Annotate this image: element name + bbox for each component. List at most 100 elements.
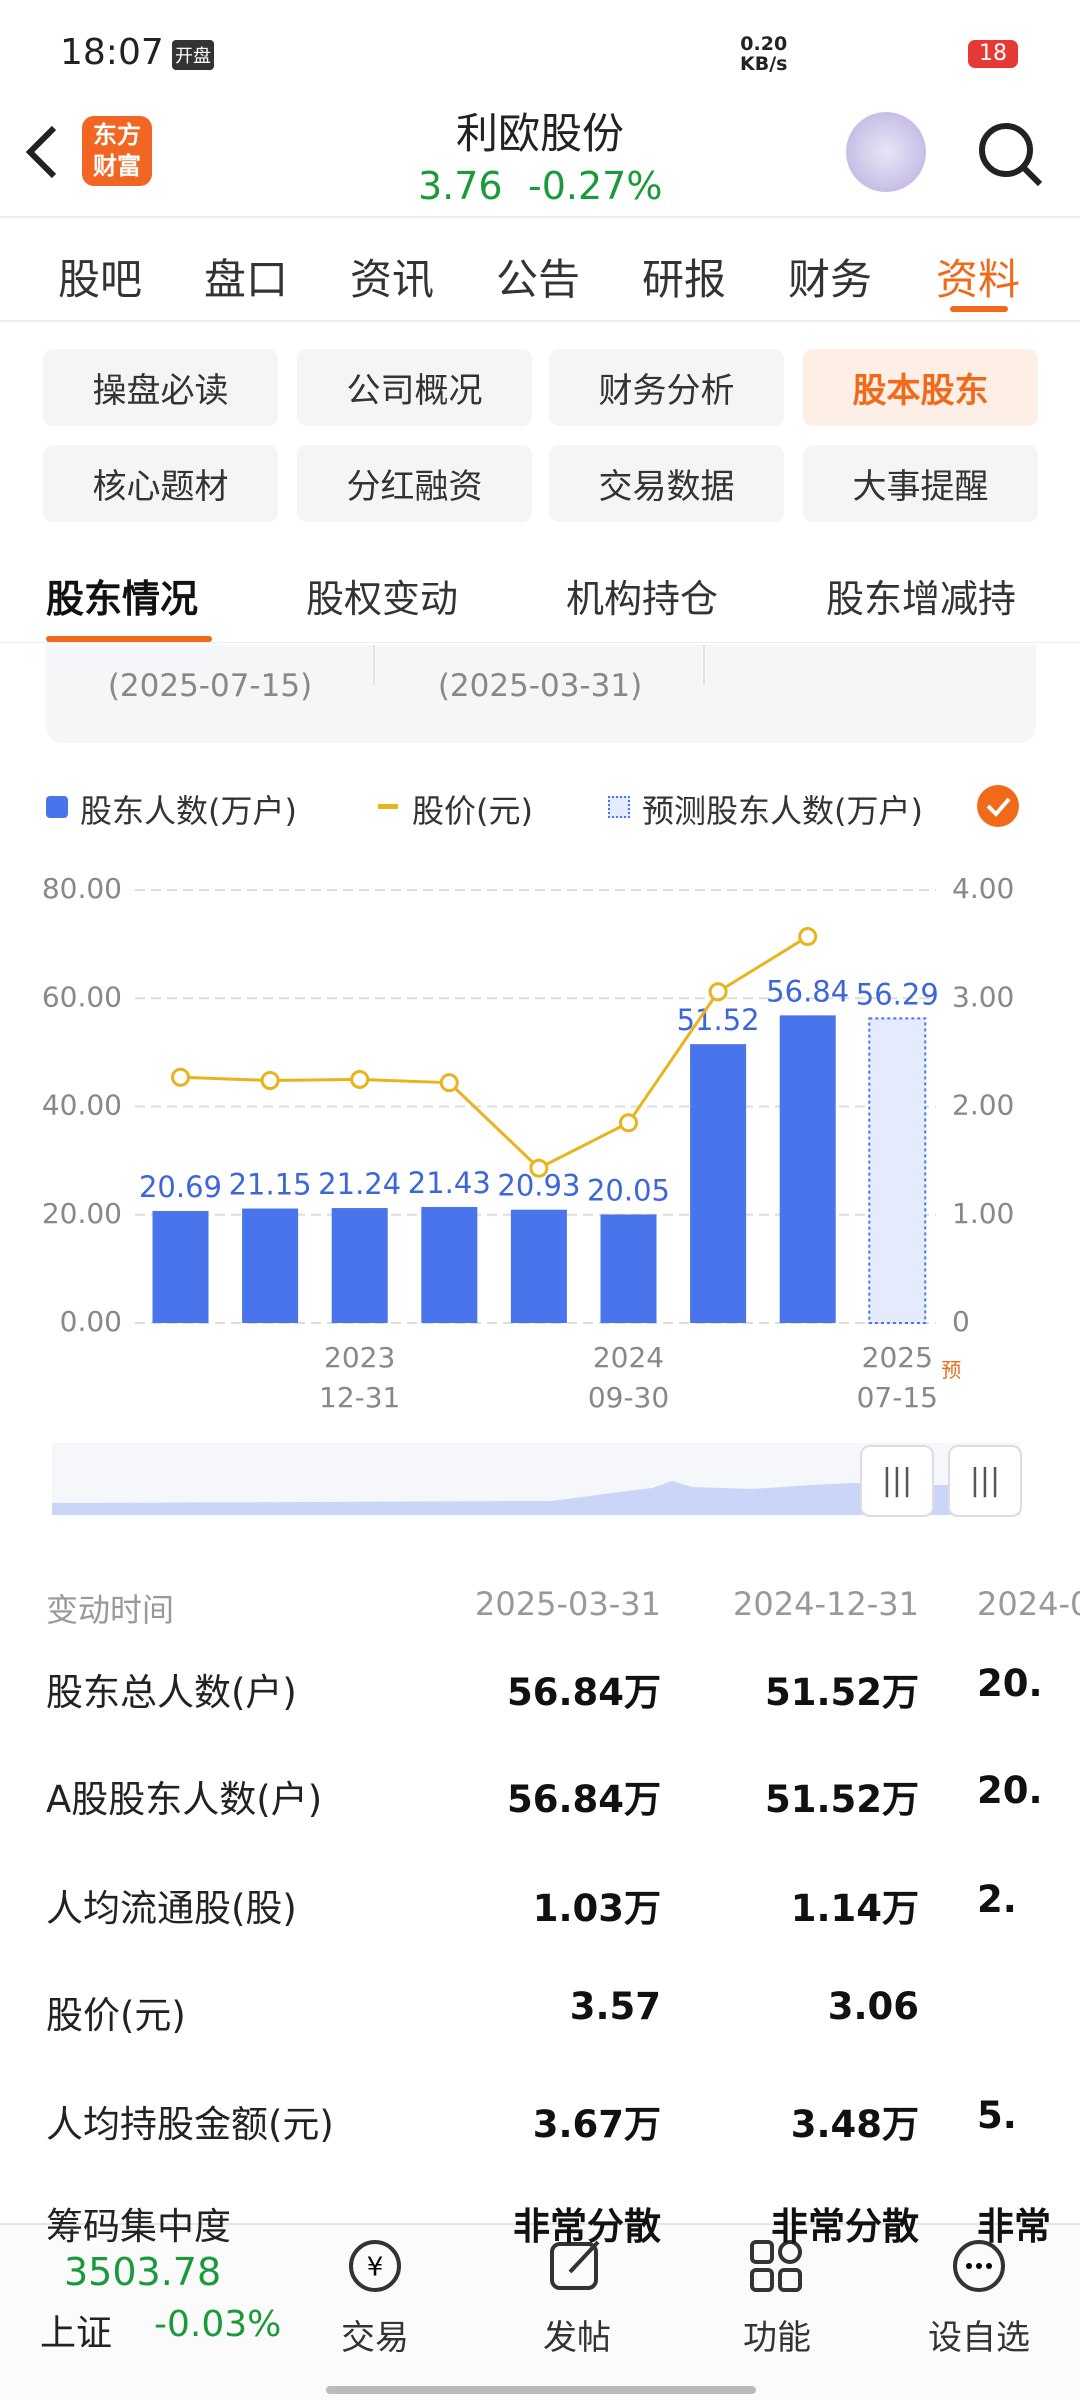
cell-value: 非常分散 (513, 2205, 661, 2248)
legend-label: 预测股东人数(万户) (642, 792, 923, 830)
sub-tab[interactable]: 财务分析 (549, 349, 784, 426)
tab[interactable]: 研报 (641, 255, 726, 304)
tab[interactable]: 股吧 (57, 255, 142, 304)
legend-toggle[interactable] (976, 784, 1020, 828)
market-badge: 开盘 (172, 40, 214, 70)
sub-tab[interactable]: 分红融资 (297, 445, 532, 522)
scroller-preview (52, 1481, 1020, 1515)
table-header: 2025-03-31 (475, 1585, 661, 1623)
section-tab[interactable]: 机构持仓 (566, 577, 719, 621)
bottom-bar (0, 2223, 1080, 2400)
bar (242, 1208, 299, 1323)
function-icon[interactable] (742, 2236, 812, 2296)
stock-name: 利欧股份 (455, 109, 624, 158)
price-point (798, 927, 818, 947)
chart: 0.00 20.00 40.00 60.00 80.00 0 1.00 2.00 3.00 4.0… (42, 872, 1015, 1338)
table-header: 2024-0 (977, 1585, 1080, 1623)
action-label[interactable]: 功能 (743, 2318, 811, 2358)
cell-value: 56.84万 (506, 1778, 661, 1821)
section-tab[interactable]: 股东增减持 (826, 577, 1017, 621)
price-point (619, 1113, 638, 1133)
tab[interactable]: 公告 (495, 255, 580, 304)
divider (0, 642, 1080, 643)
search-button[interactable] (974, 118, 1046, 190)
row-label: 筹码集中度 (46, 2205, 231, 2248)
sub-tab[interactable]: 核心题材 (43, 445, 278, 522)
tab-indicator (950, 306, 1008, 312)
app-logo[interactable]: 东方 财富 (82, 116, 152, 186)
action-label[interactable]: 发帖 (543, 2318, 611, 2358)
action-label[interactable]: 交易 (341, 2318, 409, 2358)
divider (373, 645, 375, 685)
stock-change: -0.27% (528, 164, 663, 208)
sub-tab[interactable]: 大事提醒 (803, 445, 1038, 522)
time: 18:07 (60, 32, 164, 73)
bar (690, 1044, 747, 1323)
bar (331, 1208, 388, 1323)
legend-swatch (608, 796, 630, 818)
back-button[interactable] (22, 122, 62, 182)
y2-tick-label: 4.00 (952, 872, 1014, 905)
bar (152, 1211, 209, 1323)
bar-value-label: 56.84 (766, 974, 849, 1008)
divider (703, 645, 705, 685)
row-label: A股股东人数(户) (46, 1778, 323, 1821)
index-value: 3503.78 (64, 2250, 222, 2294)
forecast-mark: 预 (941, 1358, 962, 1382)
legend-label: 股价(元) (412, 792, 533, 830)
sub-tab[interactable]: 操盘必读 (43, 349, 278, 426)
divider (0, 320, 1080, 322)
y-tick-label: 20.00 (42, 1197, 122, 1230)
y-tick-label: 40.00 (42, 1089, 122, 1122)
cell-value: 3.57 (569, 1985, 661, 2028)
trade-icon[interactable]: ¥ (340, 2236, 410, 2296)
cell-value: 20. (977, 1662, 1043, 1705)
bar (868, 1017, 927, 1324)
net-speed-value: 0.20 (740, 33, 788, 55)
bar (510, 1209, 567, 1323)
tab[interactable]: 资讯 (349, 255, 434, 304)
avatar[interactable] (846, 112, 926, 192)
svg-text:¥: ¥ (367, 2253, 384, 2283)
bar (779, 1015, 836, 1323)
price-point (260, 1071, 280, 1091)
row-label: 人均持股金额(元) (46, 2103, 334, 2146)
cell-value: 51.52万 (764, 1671, 919, 1714)
cell-value: 51.52万 (764, 1778, 919, 1821)
section-tab[interactable]: 股东情况 (46, 577, 199, 621)
price-point (708, 982, 728, 1002)
cell-value: 3.67万 (532, 2103, 661, 2146)
bar (421, 1207, 478, 1323)
price-point (350, 1069, 370, 1089)
stock-price: 3.76 (418, 164, 503, 208)
y-tick-label: 60.00 (42, 980, 122, 1013)
cell-value: 1.14万 (790, 1887, 919, 1930)
row-label: 人均流通股(股) (46, 1887, 297, 1930)
summary-date: (2025-07-15) (107, 668, 313, 704)
watchlist-icon[interactable] (944, 2236, 1014, 2296)
scroller-handle[interactable]: ||| (860, 1445, 934, 1517)
sub-tab[interactable]: 交易数据 (549, 445, 784, 522)
battery: 18 (968, 40, 1018, 68)
action-label[interactable]: 设自选 (928, 2318, 1030, 2358)
table-header: 变动时间 (46, 1591, 175, 1629)
bar-value-label: 21.43 (408, 1166, 491, 1200)
tab[interactable]: 财务 (787, 255, 872, 304)
scroller-handle[interactable]: ||| (948, 1445, 1022, 1517)
post-icon[interactable] (542, 2236, 612, 2296)
y2-tick-label: 2.00 (952, 1089, 1014, 1122)
section-tab[interactable]: 股权变动 (306, 577, 459, 621)
cell-value: 非常 (977, 2205, 1051, 2248)
table-header: 2024-12-31 (733, 1585, 919, 1623)
bar (600, 1214, 657, 1323)
tab[interactable]: 盘口 (203, 255, 288, 304)
sub-tab[interactable]: 股本股东 (803, 349, 1038, 426)
net-speed-unit: KB/s (740, 53, 788, 75)
logo-text: 东方 (93, 121, 141, 149)
y2-tick-label: 1.00 (952, 1197, 1014, 1230)
tab[interactable]: 资料 (935, 255, 1020, 304)
sub-tab[interactable]: 公司概况 (297, 349, 532, 426)
cell-value: 56.84万 (506, 1671, 661, 1714)
price-point (439, 1073, 459, 1093)
